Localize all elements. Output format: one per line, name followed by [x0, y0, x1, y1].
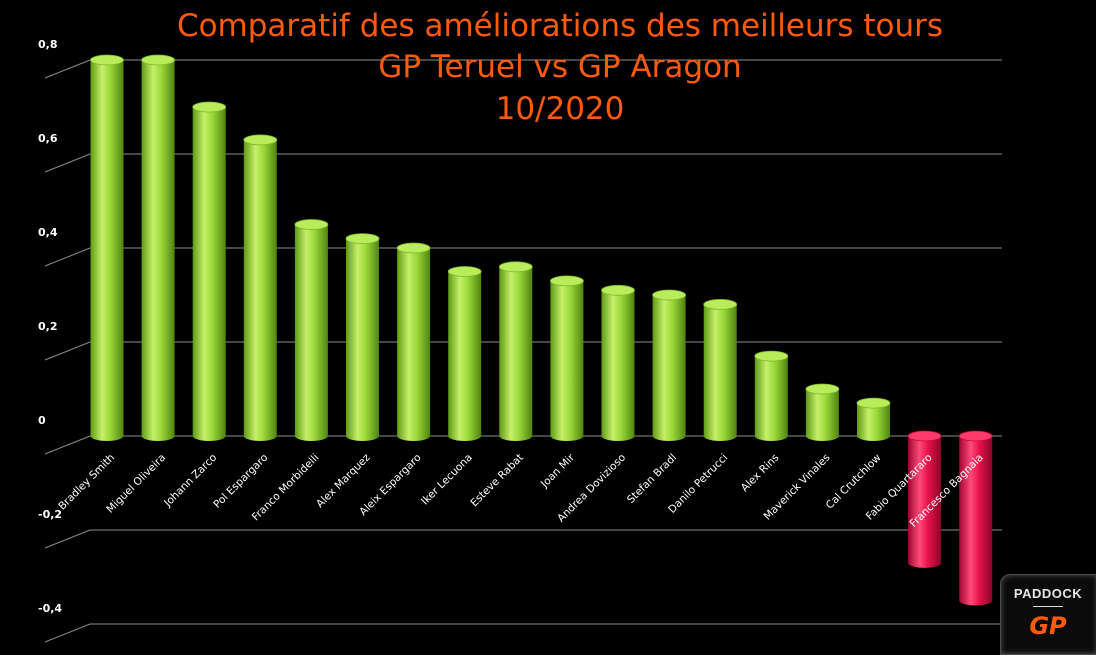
bar-body: [90, 60, 124, 442]
bar-body: [908, 436, 942, 568]
gridline: [44, 247, 1002, 267]
bar-cap: [652, 289, 686, 301]
bar-cap: [294, 219, 329, 230]
bar-cap: [243, 134, 278, 146]
bar: [345, 233, 380, 442]
bar-cap: [601, 284, 635, 296]
bars: [90, 54, 993, 606]
chart-title-line-1: Comparatif des améliorations des meilleu…: [176, 8, 944, 44]
x-category-label: Alex Rins: [739, 452, 782, 495]
x-category-label: Stefan Bradl: [625, 452, 679, 506]
bar-body: [141, 60, 175, 442]
bar-body: [346, 238, 379, 442]
bar-cap: [805, 383, 840, 395]
bar: [805, 383, 840, 442]
bar-cap: [90, 54, 124, 66]
bar-cap: [498, 261, 533, 273]
y-tick-label: -0,4: [38, 602, 62, 615]
bar-cap: [345, 233, 380, 245]
chart-title-line-3: 10/2020: [495, 91, 625, 127]
logo-wordmark: PADDOCK: [1013, 586, 1083, 601]
bar-cap: [192, 101, 227, 113]
bar-body: [959, 436, 993, 606]
bar: [703, 298, 738, 442]
gridlines: [44, 59, 1002, 643]
bar: [243, 134, 278, 441]
logo-gp-mark: GP: [1029, 612, 1067, 640]
bar-cap: [907, 430, 942, 442]
bar-body: [601, 290, 635, 442]
logo-plate: [1000, 574, 1096, 655]
bar-body: [499, 266, 533, 441]
y-tick-label: 0,4: [38, 226, 58, 239]
gridline: [44, 153, 1002, 173]
bar-body: [703, 304, 737, 442]
bar: [601, 284, 635, 442]
bar-cap: [856, 397, 891, 409]
x-category-label: Johann Zarco: [161, 452, 219, 510]
bar: [294, 219, 329, 442]
bar-body: [754, 356, 788, 442]
y-tick-label: 0: [38, 414, 46, 427]
x-category-label: Iker Lecuona: [419, 452, 475, 508]
bar-body: [857, 403, 890, 442]
y-axis-ticks: 0,8 0,6 0,4 0,2 0 -0,2 -0,4: [38, 38, 62, 615]
bar: [447, 266, 482, 442]
bar: [550, 275, 584, 442]
bar: [498, 261, 533, 441]
bar: [856, 397, 891, 442]
bar-body: [192, 107, 226, 442]
bar-cap: [754, 350, 789, 362]
x-category-label: Joan Mir: [538, 451, 578, 491]
gridline: [44, 529, 1002, 549]
gridline: [44, 623, 1002, 643]
bar-body: [294, 224, 328, 442]
gridline: [44, 435, 1002, 455]
bar: [907, 430, 942, 568]
y-tick-label: -0,2: [38, 508, 62, 521]
bar: [754, 350, 789, 442]
gridline: [44, 59, 1002, 79]
bar-cap: [447, 266, 482, 277]
bar: [958, 430, 993, 606]
bar-body: [397, 248, 431, 442]
bar-cap: [703, 298, 738, 310]
bar-body: [243, 139, 277, 441]
bar: [192, 101, 227, 442]
bar-body: [805, 389, 839, 442]
bar-body: [550, 280, 584, 442]
logo-divider: [1033, 606, 1063, 607]
bar-cap: [550, 275, 584, 287]
chart-title-line-2: GP Teruel vs GP Aragon: [378, 49, 742, 85]
bar: [652, 289, 686, 442]
y-tick-label: 0,6: [38, 132, 58, 145]
bar: [141, 54, 176, 442]
bar: [90, 54, 124, 442]
y-tick-label: 0,8: [38, 38, 58, 51]
bar-body: [652, 295, 686, 442]
bar-cap: [396, 242, 431, 254]
x-category-label: Esteve Rabat: [468, 452, 526, 510]
gridline: [44, 341, 1002, 361]
bar-body: [448, 271, 482, 442]
bar: [396, 242, 431, 442]
y-tick-label: 0,2: [38, 320, 58, 333]
bar-cap: [958, 430, 993, 442]
bar-cap: [141, 54, 176, 66]
paddock-gp-logo: PADDOCK GP: [1000, 574, 1096, 655]
